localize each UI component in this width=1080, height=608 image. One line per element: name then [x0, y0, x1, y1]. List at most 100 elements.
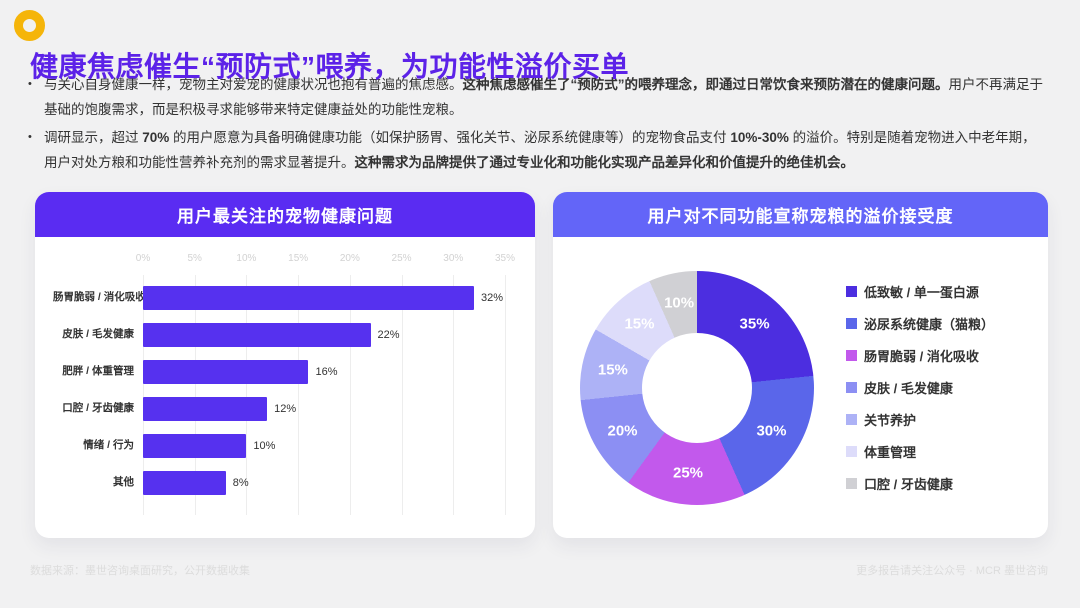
axis-tick: 25%: [391, 253, 412, 264]
bar-rows: 肠胃脆弱 / 消化吸收 32% 皮肤 / 毛发健康 22% 肥胖 / 体重管理 16% 口腔…: [53, 279, 505, 501]
bullet-segment: 用户不再满足于基础的饱腹需求，而是积极寻求能够带来特定健康益处的功能性宠粮。: [44, 77, 1043, 117]
axis-tick: 5%: [187, 253, 202, 264]
donut-slice-label: 30%: [756, 422, 787, 439]
bar-track: 8%: [143, 470, 505, 495]
bullet-segment: 70%: [142, 130, 170, 145]
legend-swatch: [846, 318, 857, 329]
legend-item: 低致敏 / 单一蛋白源: [846, 282, 994, 301]
donut-slice-label: 20%: [607, 422, 638, 439]
legend-label: 低致敏 / 单一蛋白源: [864, 285, 979, 300]
bar-chart-card: 用户最关注的宠物健康问题 0% 5% 10% 15% 20% 25% 30% 35% 肠胃脆弱…: [35, 192, 535, 538]
gridline: [298, 275, 300, 515]
donut-slice-label: 15%: [597, 361, 628, 379]
bar-row: 肠胃脆弱 / 消化吸收 32%: [53, 279, 505, 316]
bar: [143, 396, 268, 421]
bullet-dot: •: [28, 131, 32, 143]
gridline: [349, 275, 351, 515]
gridline: [246, 275, 248, 515]
bullet-dot: •: [28, 78, 32, 90]
legend-label: 泌尿系统健康（猫粮）: [864, 317, 995, 332]
bar-chart-plot: 0% 5% 10% 15% 20% 25% 30% 35% 肠胃脆弱 / 消化吸收 32% 皮肤 …: [35, 237, 535, 515]
gridline: [453, 275, 455, 515]
bar-track: 12%: [143, 396, 505, 421]
bar-category-label: 肠胃脆弱 / 消化吸收: [53, 291, 146, 304]
bar-track: 16%: [143, 359, 505, 384]
bar-category-label: 肥胖 / 体重管理: [62, 365, 134, 378]
donut-slice-label: 15%: [624, 315, 655, 333]
axis-tick: 30%: [443, 253, 464, 264]
bullet-text: 与关心自身健康一样，宠物主对爱宠的健康状况也抱有普遍的焦虑感。这种焦虑感催生了“…: [44, 72, 1046, 122]
donut-box: 35% 30% 25% 20% 15% 15% 10%: [580, 270, 814, 505]
ring-icon: [14, 10, 45, 41]
bullet-list: • 与关心自身健康一样，宠物主对爱宠的健康状况也抱有普遍的焦虑感。这种焦虑感催生了…: [28, 72, 1046, 178]
bar-category-label: 情绪 / 行为: [83, 439, 134, 452]
legend-item: 关节养护: [846, 410, 994, 429]
gridline: [401, 275, 403, 515]
bar-value-label: 10%: [253, 439, 276, 452]
donut-slice-label: 25%: [672, 464, 704, 482]
bar-track: 32%: [143, 285, 505, 310]
bar: [143, 285, 474, 310]
legend-swatch: [846, 446, 857, 457]
gridline: [194, 275, 196, 515]
bullet-segment: 调研显示，超过: [44, 130, 143, 145]
bar: [143, 322, 371, 347]
donut-chart-card: 用户对不同功能宣称宠粮的溢价接受度 35% 30% 25% 20% 15% 15% 10% …: [553, 192, 1048, 538]
bar-value-label: 22%: [377, 328, 400, 341]
gridline: [143, 275, 144, 515]
axis-tick: 20%: [339, 253, 360, 264]
donut-slice-label: 35%: [739, 315, 770, 333]
legend-swatch: [846, 382, 857, 393]
bar-chart-gridlines: [143, 275, 506, 515]
donut-chart-plot: 35% 30% 25% 20% 15% 15% 10% 低致敏 / 单一蛋白源泌尿系统健康（…: [553, 237, 1048, 538]
bar-row: 口腔 / 牙齿健康 12%: [53, 390, 505, 427]
bar-category-label: 其他: [113, 476, 134, 489]
bar-track: 10%: [143, 433, 505, 458]
bullet-segment: 的用户愿意为具备明确健康功能（如保护肠胃、强化关节、泌尿系统健康等）的宠物食品支…: [169, 130, 731, 145]
bar-category-label: 口腔 / 牙齿健康: [62, 402, 134, 415]
bullet-item: • 调研显示，超过 70% 的用户愿意为具备明确健康功能（如保护肠胃、强化关节、泌…: [28, 125, 1046, 175]
footer-brand: 更多报告请关注公众号 · MCR 墨世咨询: [856, 565, 1048, 577]
bar-row: 情绪 / 行为 10%: [53, 427, 505, 464]
bar-category-label: 皮肤 / 毛发健康: [62, 328, 134, 341]
bar-track: 22%: [143, 322, 505, 347]
gridline: [505, 275, 506, 515]
bar-value-label: 8%: [232, 476, 249, 489]
legend-swatch: [846, 414, 857, 425]
donut-chart-title: 用户对不同功能宣称宠粮的溢价接受度: [553, 192, 1048, 237]
legend-label: 体重管理: [864, 445, 917, 460]
bar-value-label: 12%: [274, 402, 297, 415]
legend-label: 口腔 / 牙齿健康: [864, 477, 953, 492]
donut-hole: [642, 332, 752, 443]
legend-label: 关节养护: [864, 413, 917, 428]
bar-row: 皮肤 / 毛发健康 22%: [53, 316, 505, 353]
bullet-item: • 与关心自身健康一样，宠物主对爱宠的健康状况也抱有普遍的焦虑感。这种焦虑感催生了…: [28, 72, 1046, 122]
legend-label: 肠胃脆弱 / 消化吸收: [864, 349, 979, 364]
donut-slice-label: 10%: [664, 294, 695, 312]
bar: [143, 359, 309, 384]
bar-value-label: 32%: [480, 291, 503, 304]
legend-swatch: [846, 286, 857, 297]
legend-label: 皮肤 / 毛发健康: [864, 381, 953, 396]
axis-tick: 0%: [135, 253, 151, 264]
axis-tick: 10%: [236, 253, 257, 264]
bullet-segment: 与关心自身健康一样，宠物主对爱宠的健康状况也抱有普遍的焦虑感。: [44, 77, 463, 92]
axis-tick: 35%: [494, 253, 516, 264]
bullet-segment: 10%-30%: [730, 130, 789, 145]
donut-legend: 低致敏 / 单一蛋白源泌尿系统健康（猫粮） 肠胃脆弱 / 消化吸收 皮肤 / 毛发健…: [846, 282, 994, 493]
bullet-segment: 这种焦虑感催生了“预防式”的喂养理念，即通过日常饮食来预防潜在的健康问题。: [462, 77, 949, 92]
bar-row: 肥胖 / 体重管理 16%: [53, 353, 505, 390]
bullet-segment: 这种需求为品牌提供了通过专业化和功能化实现产品差异化和价值提升的绝佳机会。: [354, 155, 855, 170]
legend-item: 口腔 / 牙齿健康: [846, 474, 994, 493]
bar: [143, 470, 226, 495]
legend-item: 皮肤 / 毛发健康: [846, 378, 994, 397]
page-title: 健康焦虑催生“预防式”喂养，为功能性溢价买单: [30, 50, 630, 82]
legend-item: 泌尿系统健康（猫粮）: [846, 314, 994, 333]
bullet-segment: 的溢价。特别是随着宠物进入中老年期，用户对处方粮和功能性营养补充剂的需求显著提升…: [44, 130, 1036, 170]
axis-tick: 15%: [288, 253, 309, 264]
legend-item: 肠胃脆弱 / 消化吸收: [846, 346, 994, 365]
footer-source: 数据来源：墨世咨询桌面研究，公开数据收集: [30, 565, 250, 577]
bar-axis: 0% 5% 10% 15% 20% 25% 30% 35%: [136, 253, 515, 273]
legend-swatch: [846, 350, 857, 361]
bar: [143, 433, 247, 458]
